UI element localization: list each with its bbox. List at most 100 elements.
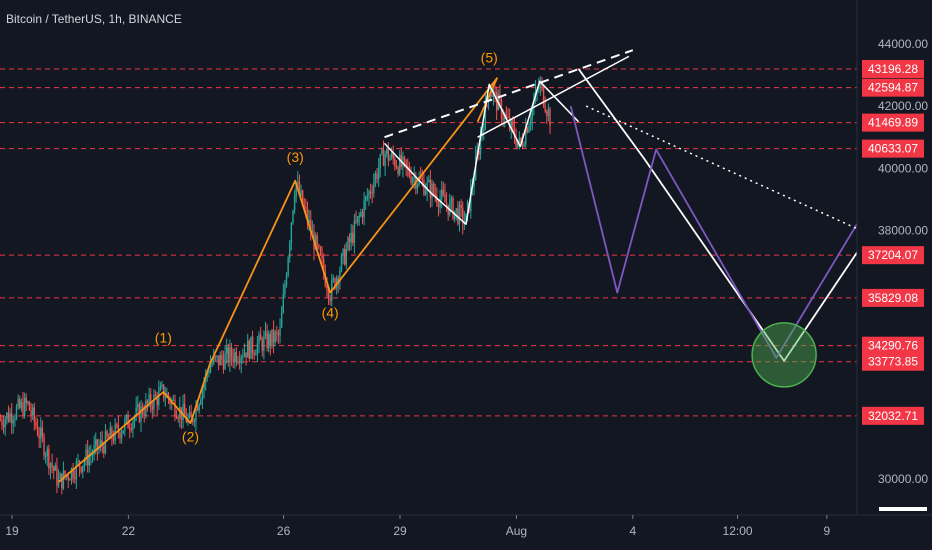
candle-body — [392, 152, 394, 159]
candle-body — [407, 166, 409, 168]
candle-body — [193, 420, 196, 422]
candle-body — [35, 421, 37, 427]
candle-body — [145, 400, 147, 416]
candle-body — [322, 259, 325, 273]
orange-wave-line — [58, 77, 498, 483]
candle-body — [491, 94, 493, 97]
time-scale — [0, 515, 932, 550]
candle-body — [547, 108, 550, 116]
candle-body — [450, 198, 453, 201]
candle-body — [247, 340, 249, 358]
candle-body — [284, 284, 286, 295]
candle-body — [512, 120, 514, 127]
level-label-box — [862, 246, 924, 265]
candle-body — [80, 467, 82, 472]
y-tick-label: 38000.00 — [878, 223, 928, 237]
candle-body — [337, 278, 339, 283]
x-tick-label: 9 — [823, 524, 830, 538]
candle-body — [285, 275, 288, 285]
y-tick-label: 42000.00 — [878, 99, 928, 113]
candle-body — [159, 386, 162, 391]
candle-body — [263, 336, 265, 352]
candle-body — [494, 91, 496, 93]
candle-body — [245, 352, 247, 358]
candle-body — [316, 235, 318, 245]
candle-body — [452, 198, 454, 219]
candle-body — [83, 461, 86, 466]
level-label-box — [862, 78, 924, 97]
candle-body — [544, 106, 546, 112]
candle-body — [101, 440, 103, 446]
candle-body — [303, 204, 305, 207]
level-label-box — [862, 59, 924, 78]
candle-body — [88, 455, 90, 466]
candle-body — [521, 142, 524, 147]
x-tick-label: 19 — [5, 524, 19, 538]
candle-body — [12, 420, 14, 424]
candle-body — [43, 436, 45, 457]
candle-body — [345, 249, 348, 265]
level-label-box — [862, 352, 924, 371]
candle-body — [95, 439, 97, 446]
candle-body — [355, 220, 357, 223]
candle-body — [384, 153, 386, 166]
candle-body — [439, 198, 441, 208]
candle-body — [264, 331, 267, 337]
y-tick-label: 30000.00 — [878, 472, 928, 486]
candle-body — [208, 372, 210, 374]
candle-body — [287, 257, 289, 276]
candle-body — [426, 181, 428, 191]
candle-body — [57, 478, 60, 486]
candle-body — [72, 468, 74, 479]
candle-body — [195, 405, 197, 421]
candle-body — [279, 327, 281, 336]
candle-body — [377, 168, 380, 180]
candle-body — [449, 200, 451, 215]
candle-body — [2, 424, 5, 428]
candle-body — [116, 424, 118, 426]
candle-body — [268, 334, 270, 349]
candle-body — [479, 136, 482, 155]
candle-body — [473, 179, 475, 188]
candle-body — [158, 390, 160, 406]
candle-body — [248, 340, 251, 359]
candle-body — [6, 412, 8, 420]
candle-body — [411, 178, 414, 183]
candle-body — [25, 397, 27, 403]
candle-body — [0, 419, 2, 421]
x-tick-label: 26 — [277, 524, 291, 538]
level-label-box — [862, 113, 924, 132]
candle-body — [423, 180, 425, 195]
candle-body — [77, 460, 79, 462]
candle-body — [445, 202, 448, 205]
candle-body — [44, 455, 47, 457]
level-label-box — [862, 336, 924, 355]
candle-body — [150, 394, 152, 407]
candle-body — [154, 394, 157, 397]
candle-body — [182, 403, 184, 420]
purple-projection-line — [569, 97, 932, 359]
candle-body — [224, 353, 226, 370]
candle-body — [462, 207, 464, 224]
candle-body — [222, 359, 225, 370]
candle-body — [421, 178, 424, 181]
candle-body — [455, 208, 457, 211]
candle-body — [112, 438, 115, 441]
candle-body — [520, 137, 522, 143]
candle-body — [447, 204, 449, 215]
candle-body — [334, 278, 336, 289]
level-label: 35829.08 — [868, 291, 918, 305]
candle-body — [339, 270, 341, 283]
chart-title: Bitcoin / TetherUS, 1h, BINANCE — [6, 12, 182, 26]
candle-body — [4, 419, 6, 428]
candle-body — [198, 404, 200, 411]
candle-body — [340, 255, 343, 271]
candle-body — [481, 131, 483, 137]
candle-body — [342, 249, 344, 256]
candle-body — [332, 278, 335, 280]
candle-body — [314, 235, 317, 250]
level-label: 34290.76 — [868, 339, 918, 353]
candle-body — [192, 417, 194, 422]
candle-body — [74, 478, 76, 480]
